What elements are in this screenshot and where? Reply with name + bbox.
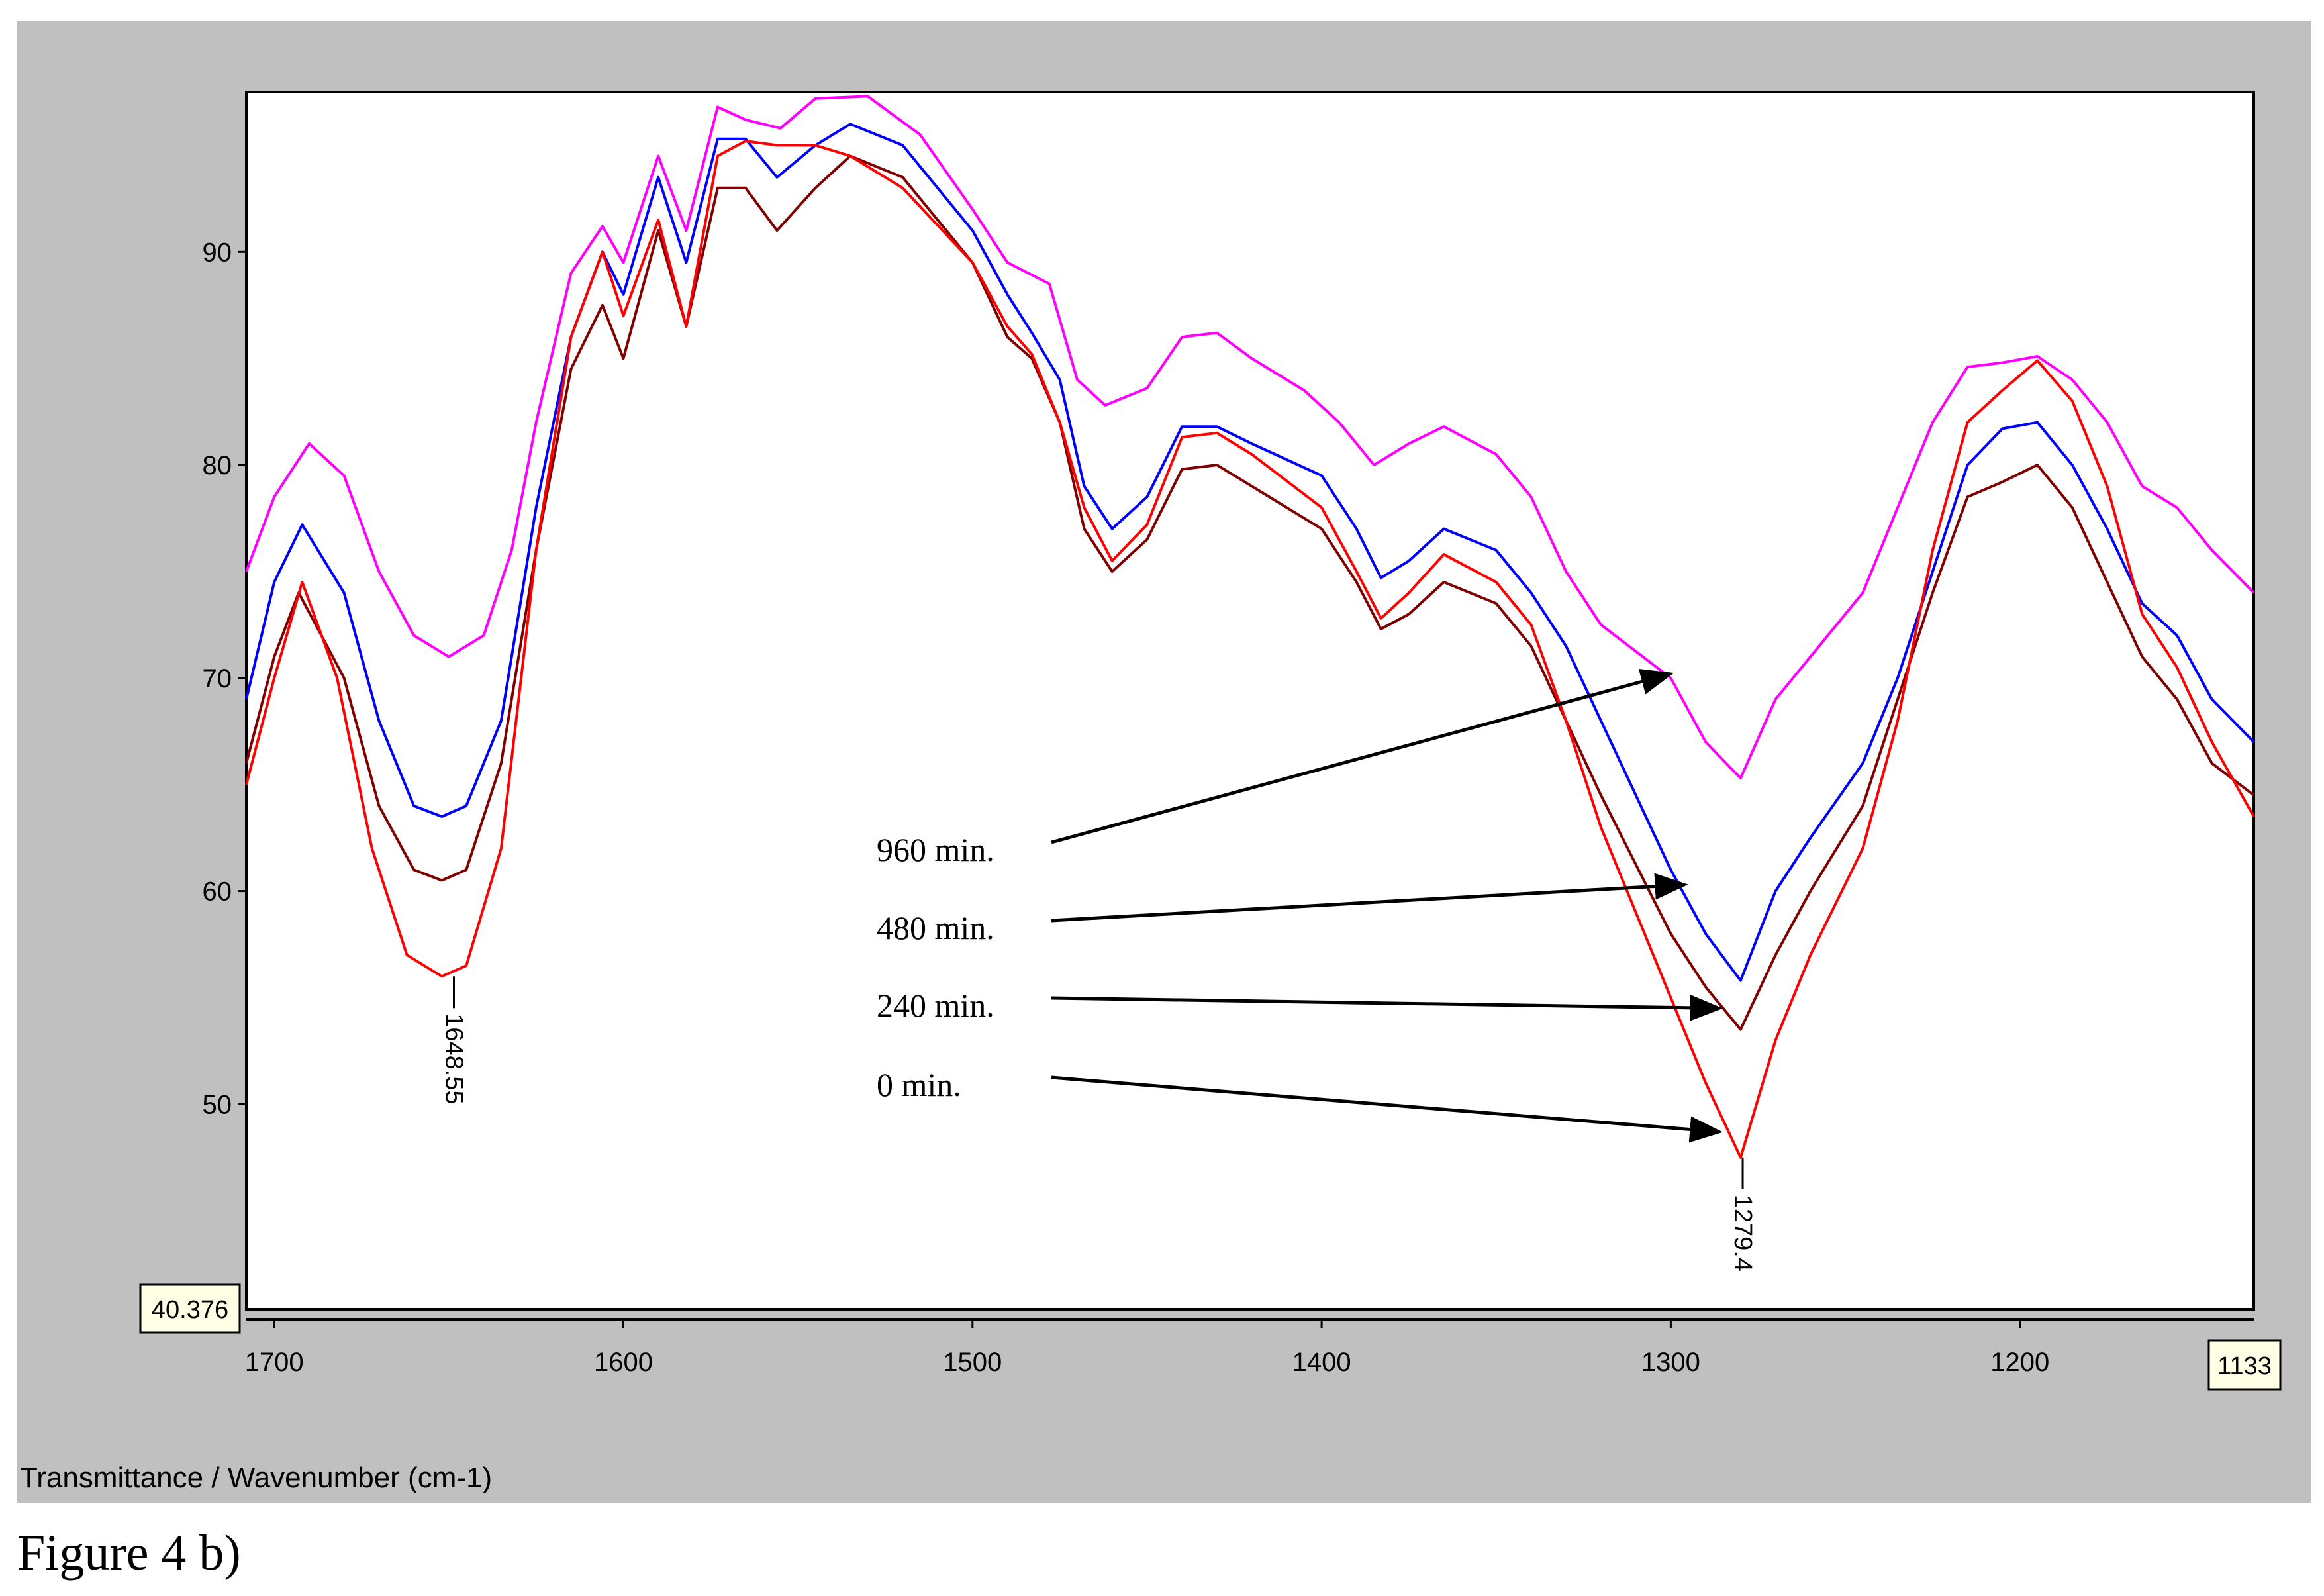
annotation-arrow bbox=[1051, 668, 1674, 844]
annotation-arrow bbox=[1051, 994, 1723, 1021]
plot-area bbox=[245, 91, 2255, 1311]
annotation-arrow bbox=[1051, 873, 1688, 923]
annotation-label: 0 min. bbox=[877, 1066, 961, 1103]
annotation-label: 960 min. bbox=[877, 831, 994, 868]
y-axis: 50 60 70 80 90 bbox=[203, 238, 246, 1119]
y-min-readout: 40.376 bbox=[139, 1283, 241, 1334]
x-tick-label: 1400 bbox=[1292, 1348, 1351, 1377]
annotation-label: 480 min. bbox=[877, 909, 994, 946]
x-max-readout-text: 1133 bbox=[2217, 1352, 2272, 1380]
y-tick-label: 90 bbox=[203, 238, 232, 267]
peak-labels: 1648.55 1279.4 bbox=[440, 976, 1757, 1272]
series-line-0-min bbox=[245, 140, 2255, 1159]
series-layer bbox=[245, 95, 2255, 1159]
x-tick-label: 1300 bbox=[1641, 1348, 1700, 1377]
y-tick-label: 50 bbox=[203, 1090, 232, 1119]
peak-label: 1279.4 bbox=[1729, 1195, 1757, 1272]
figure-caption: Figure 4 b) bbox=[17, 1525, 241, 1581]
annotation-label: 240 min. bbox=[877, 987, 994, 1024]
x-max-readout: 1133 bbox=[2207, 1339, 2282, 1391]
annotation-arrow bbox=[1051, 1075, 1723, 1143]
y-min-readout-text: 40.376 bbox=[152, 1296, 228, 1324]
x-tick-label: 1700 bbox=[245, 1348, 304, 1377]
y-tick-label: 60 bbox=[203, 877, 232, 907]
series-line-960-min bbox=[245, 95, 2255, 780]
annotations: 960 min. 480 min. 240 min. 0 min. bbox=[877, 668, 1723, 1143]
series-line-240-min bbox=[245, 154, 2255, 1031]
x-tick-label: 1600 bbox=[594, 1348, 653, 1377]
peak-label: 1648.55 bbox=[440, 1013, 467, 1104]
x-axis: 1700 1600 1500 1400 1300 1200 bbox=[245, 1319, 2049, 1377]
x-tick-label: 1200 bbox=[1990, 1348, 2049, 1377]
y-tick-label: 80 bbox=[203, 451, 232, 480]
y-tick-label: 70 bbox=[203, 664, 232, 693]
axis-caption: Transmittance / Wavenumber (cm-1) bbox=[20, 1462, 492, 1494]
x-tick-label: 1500 bbox=[943, 1348, 1002, 1377]
